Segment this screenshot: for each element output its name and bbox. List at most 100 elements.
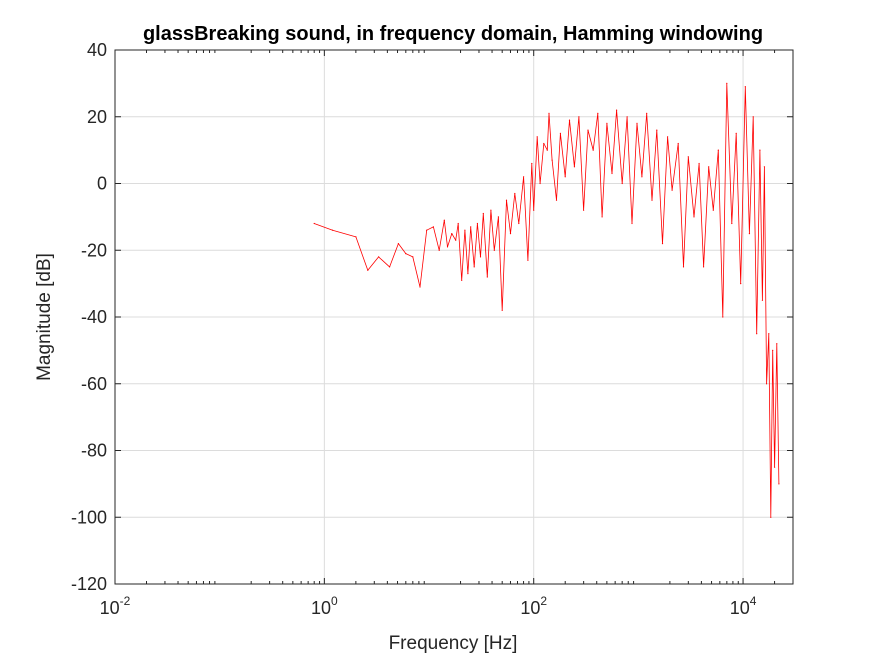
x-tick-base: 10 [730, 598, 750, 618]
data-point [766, 383, 768, 385]
y-tick-label: -80 [81, 441, 107, 461]
data-point [539, 182, 541, 185]
data-point [514, 192, 516, 195]
plot-area [313, 82, 780, 518]
data-point [687, 156, 689, 158]
data-point [527, 259, 529, 261]
y-tick-labels: 40 20 0 -20 -40 -60 -80 -100 -120 [71, 40, 107, 594]
data-point [476, 222, 478, 225]
x-axis-label: Frequency [Hz] [389, 633, 518, 654]
data-point [419, 286, 421, 288]
y-tick-label: 40 [87, 40, 107, 60]
data-point [708, 166, 710, 168]
data-point [505, 199, 508, 201]
data-point [631, 222, 633, 225]
data-point [703, 266, 705, 268]
x-tick-exponent: 0 [331, 594, 338, 608]
data-point [616, 109, 618, 111]
data-point [501, 309, 503, 311]
chart-title: glassBreaking sound, in frequency domain… [143, 23, 763, 45]
grid [115, 50, 793, 584]
data-point [726, 82, 728, 84]
x-tick-label: 104 [730, 594, 757, 618]
y-tick-label: -100 [71, 507, 107, 527]
data-point [473, 266, 475, 268]
data-point [756, 333, 758, 335]
data-point [536, 136, 538, 138]
x-tick-exponent: -2 [120, 594, 131, 608]
data-point [397, 243, 399, 245]
data-point [355, 236, 357, 238]
data-point [470, 226, 472, 228]
data-point [735, 132, 737, 134]
data-point [671, 189, 673, 191]
data-point [332, 229, 334, 231]
data-point [493, 249, 495, 251]
data-point [568, 119, 571, 121]
data-point [661, 243, 664, 245]
data-point [731, 222, 733, 225]
data-point [597, 112, 599, 114]
data-point [389, 266, 391, 268]
data-point [509, 233, 512, 235]
data-point [712, 209, 714, 211]
data-point [601, 216, 603, 218]
data-point [774, 466, 776, 468]
data-point [611, 172, 613, 175]
data-point [446, 246, 449, 248]
x-tick-base: 10 [311, 598, 331, 618]
data-point [651, 199, 653, 201]
data-point [464, 229, 466, 231]
data-point [682, 266, 685, 268]
data-point [432, 226, 434, 228]
data-point [451, 233, 453, 235]
data-point [543, 142, 545, 145]
y-tick-label: -60 [81, 374, 107, 394]
data-point [772, 349, 774, 351]
data-point [592, 149, 594, 151]
data-point [551, 159, 553, 161]
x-tick-base: 10 [520, 598, 540, 618]
data-point [438, 249, 440, 251]
data-point [626, 116, 628, 118]
x-tick-label: 10-2 [100, 594, 131, 618]
data-point [531, 162, 533, 165]
data-point [479, 256, 482, 258]
data-point [555, 199, 558, 201]
x-tick-label: 100 [311, 594, 338, 618]
axes-frame [114, 49, 794, 585]
data-point [313, 222, 315, 225]
data-point [457, 222, 459, 225]
data-point [722, 316, 724, 318]
data-point [573, 166, 576, 168]
data-point [533, 209, 535, 211]
data-point [752, 116, 754, 118]
data-point [698, 162, 700, 165]
data-point [518, 222, 520, 225]
y-tick-label: -40 [81, 307, 107, 327]
data-point [467, 273, 469, 275]
data-point [621, 182, 623, 185]
data-point [523, 176, 525, 178]
data-point [641, 176, 643, 178]
data-point [426, 229, 428, 231]
y-axis-label: Magnitude [dB] [34, 253, 55, 381]
data-point [606, 122, 608, 124]
data-point [646, 112, 648, 114]
data-point [770, 516, 772, 518]
data-point [461, 279, 463, 281]
x-tick-label: 102 [520, 594, 547, 618]
data-point [548, 112, 550, 114]
data-point [778, 483, 780, 485]
y-tick-label: 20 [87, 107, 107, 127]
data-point [546, 149, 548, 151]
data-point [405, 253, 407, 255]
data-point [748, 233, 751, 235]
data-point [656, 129, 658, 131]
x-tick-exponent: 2 [540, 594, 547, 608]
x-tick-labels: 10-2 100 102 104 [100, 594, 757, 618]
series-line [314, 83, 780, 518]
data-point [776, 343, 778, 345]
data-point [717, 149, 719, 151]
